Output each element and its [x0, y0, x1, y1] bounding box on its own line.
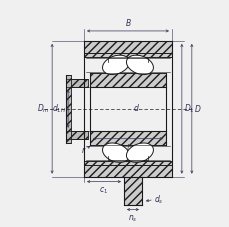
- Ellipse shape: [102, 143, 129, 162]
- Text: $n_s$: $n_s$: [128, 214, 137, 224]
- Text: $c_1$: $c_1$: [99, 186, 108, 196]
- Text: $r$: $r$: [80, 145, 86, 155]
- Polygon shape: [84, 161, 171, 165]
- Text: $D_1$: $D_1$: [183, 103, 194, 115]
- Polygon shape: [66, 79, 88, 87]
- Ellipse shape: [126, 55, 153, 74]
- Text: $D_m$: $D_m$: [37, 103, 50, 115]
- Text: $d$: $d$: [132, 102, 139, 113]
- Ellipse shape: [102, 55, 129, 74]
- Polygon shape: [66, 131, 88, 139]
- Polygon shape: [66, 75, 71, 143]
- Polygon shape: [84, 41, 171, 53]
- Text: $d_s$: $d_s$: [153, 193, 163, 206]
- Ellipse shape: [126, 143, 153, 162]
- Polygon shape: [90, 131, 165, 145]
- Polygon shape: [123, 177, 141, 205]
- Polygon shape: [84, 165, 171, 177]
- Polygon shape: [84, 53, 171, 57]
- Text: $l$: $l$: [125, 142, 129, 153]
- Polygon shape: [90, 73, 165, 87]
- Text: $D$: $D$: [193, 103, 200, 114]
- Text: $d_{1H}$: $d_{1H}$: [52, 103, 66, 115]
- Text: $B$: $B$: [124, 17, 131, 28]
